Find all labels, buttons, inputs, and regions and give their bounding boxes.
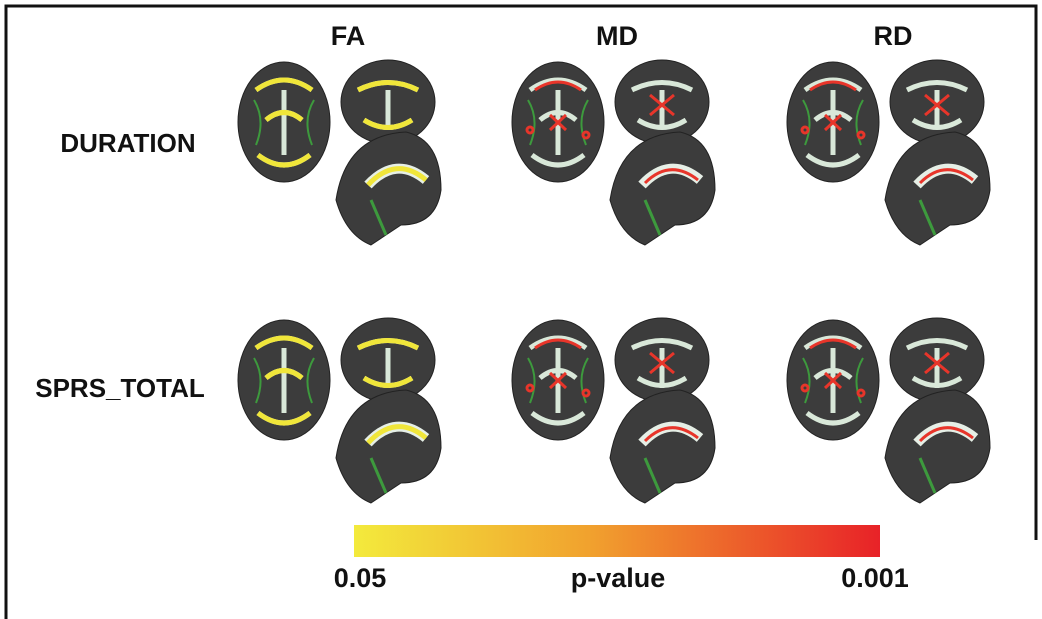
column-header: MD: [596, 21, 638, 51]
brain-panel: [787, 318, 990, 503]
column-header: RD: [874, 21, 913, 51]
colorbar-low: 0.05: [334, 563, 387, 593]
brain-panel: [238, 60, 441, 245]
colorbar-high: 0.001: [841, 563, 909, 593]
row-label: DURATION: [60, 128, 195, 158]
column-header: FA: [331, 21, 366, 51]
brain-panels: [238, 60, 990, 503]
brain-panel: [238, 318, 441, 503]
brain-panel: [787, 60, 990, 245]
colorbar: [354, 525, 880, 557]
figure: FA MD RD DURATION SPRS_TOTAL 0.05 p-valu…: [0, 0, 1042, 619]
brain-panel: [512, 318, 715, 503]
page: FA MD RD DURATION SPRS_TOTAL 0.05 p-valu…: [0, 0, 1042, 619]
brain-panel: [512, 60, 715, 245]
colorbar-title: p-value: [571, 563, 666, 593]
row-label: SPRS_TOTAL: [35, 373, 205, 403]
